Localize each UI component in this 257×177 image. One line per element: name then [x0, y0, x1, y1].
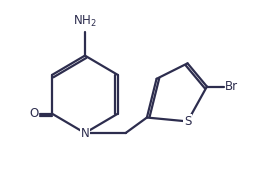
Text: O: O	[29, 107, 39, 120]
Text: S: S	[184, 115, 191, 128]
Text: NH$_2$: NH$_2$	[73, 14, 97, 29]
Text: N: N	[80, 127, 89, 139]
Text: Br: Br	[225, 80, 238, 93]
